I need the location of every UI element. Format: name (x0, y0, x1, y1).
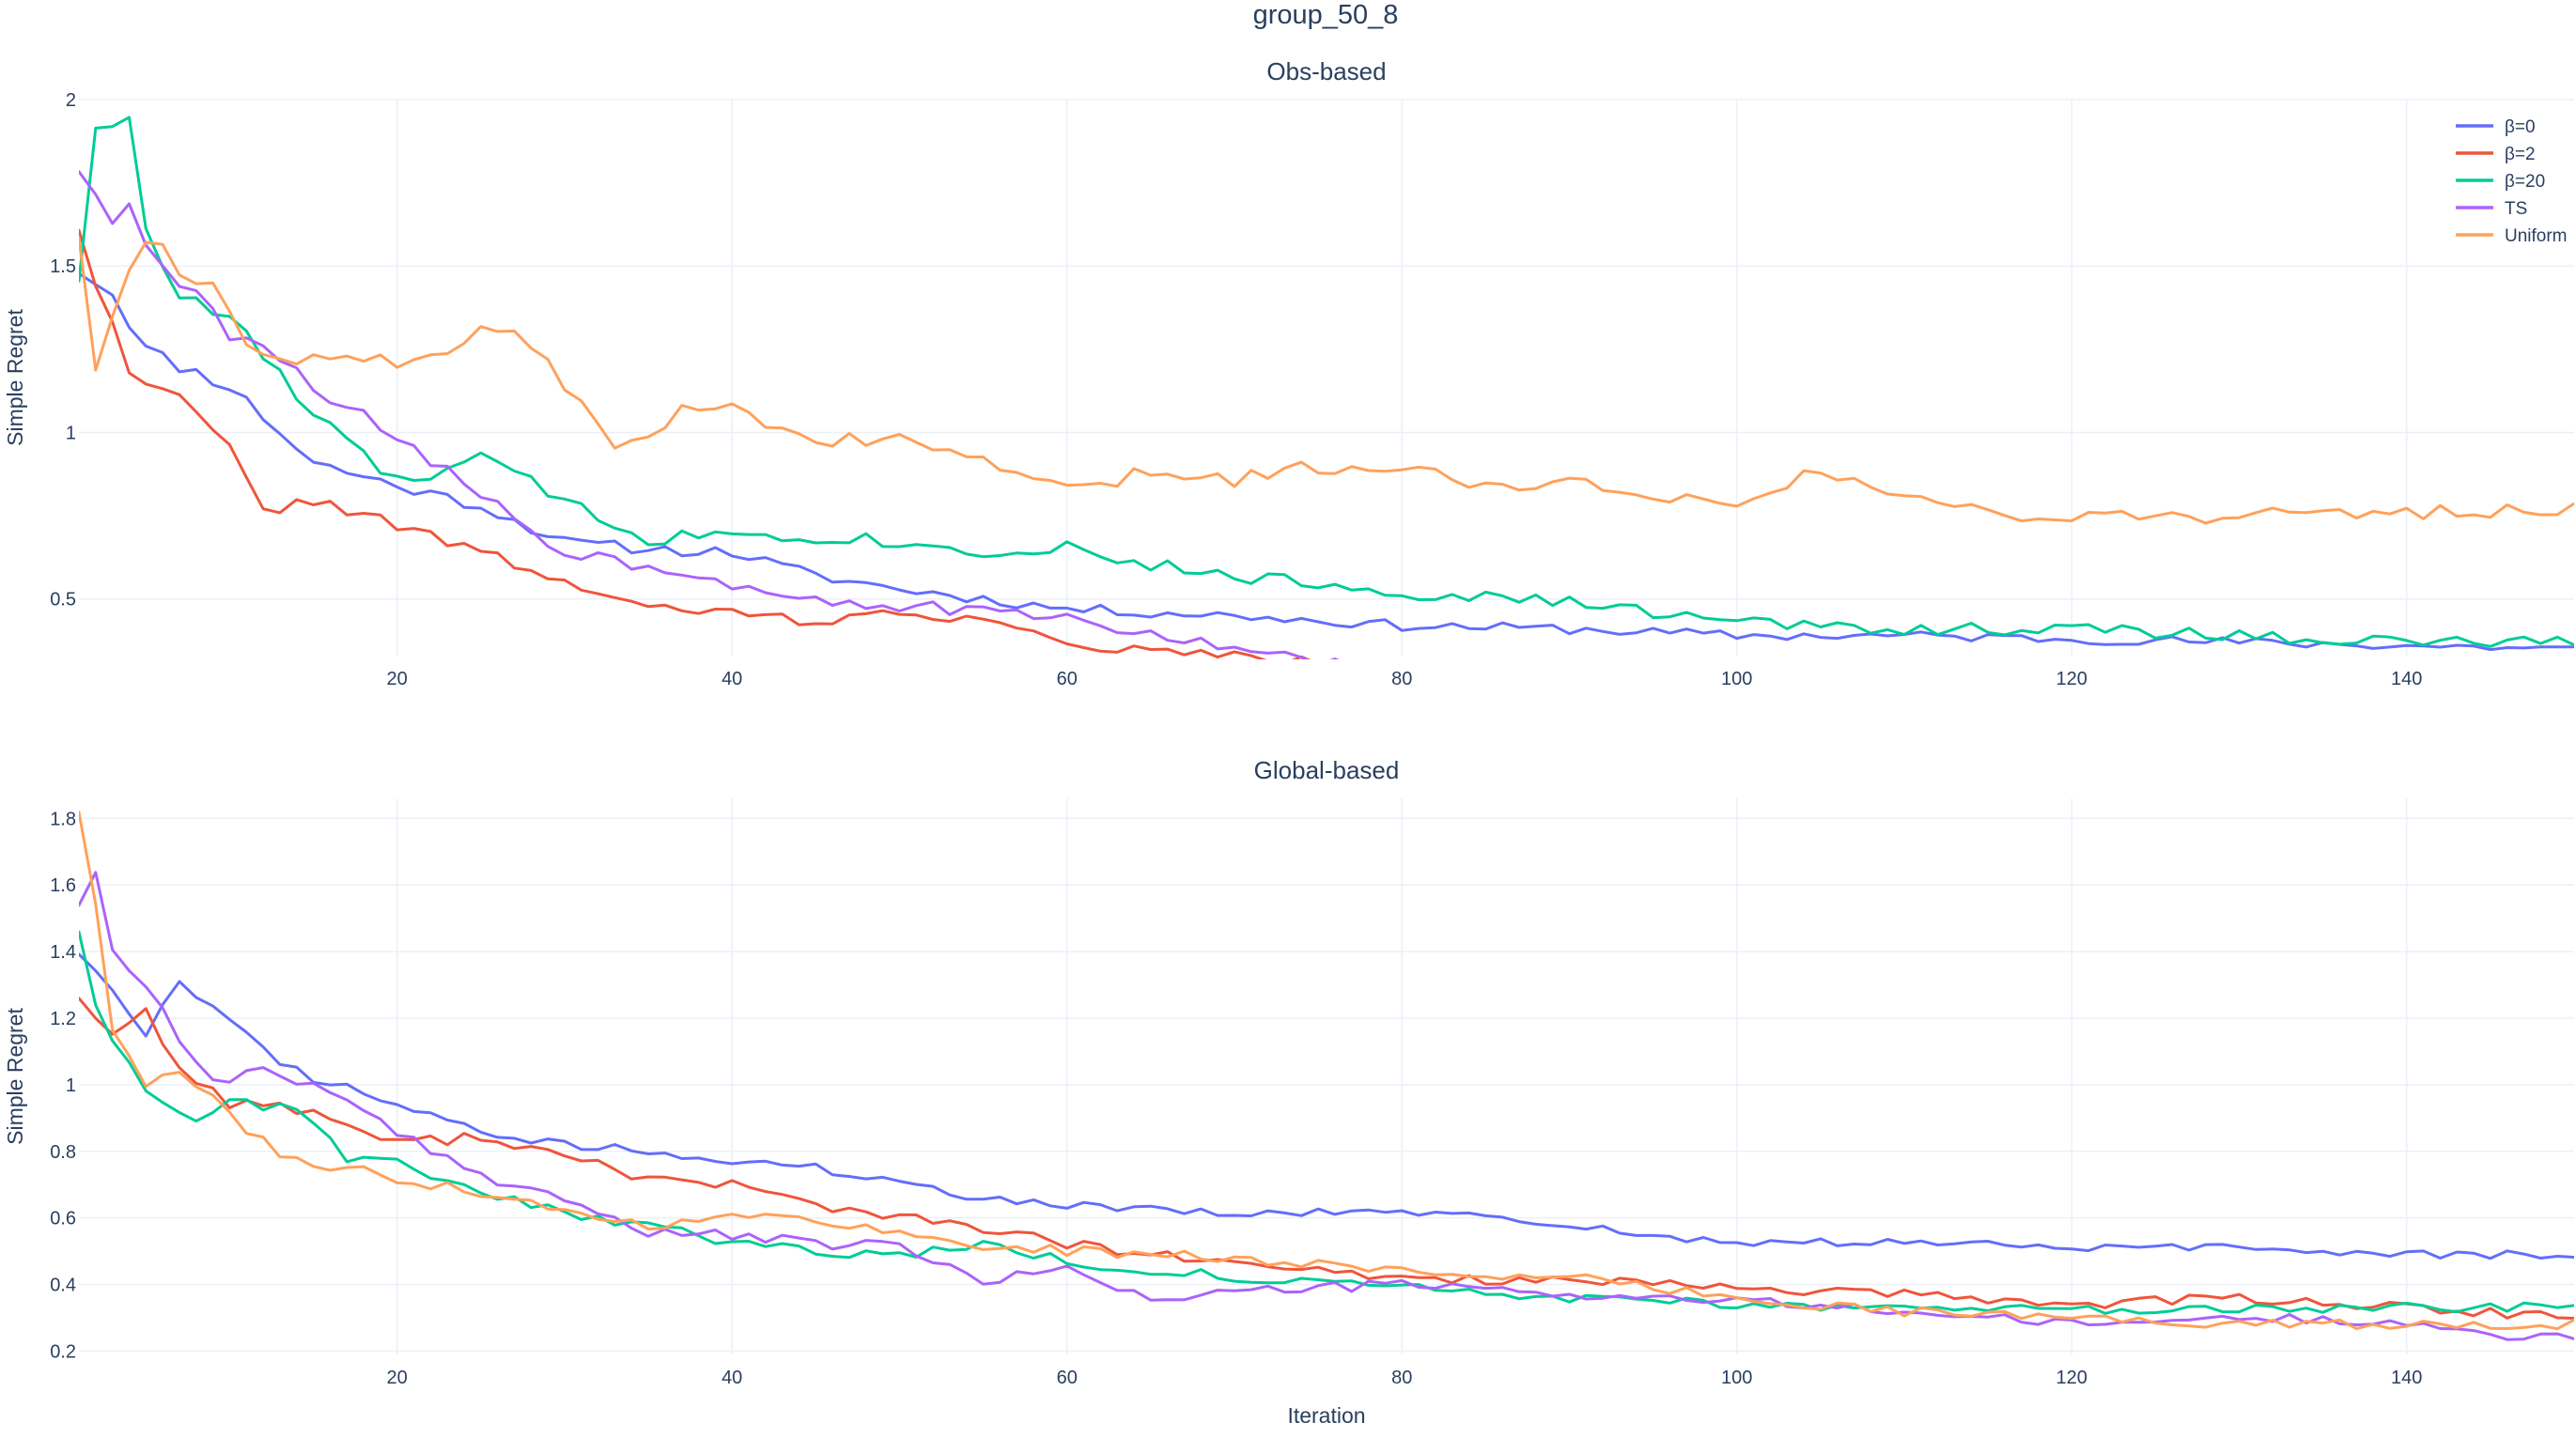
y-tick-label: 1.8 (50, 809, 76, 829)
x-tick-label: 140 (2391, 1368, 2422, 1388)
subplot-title: Global-based (1254, 756, 1400, 784)
series-line-β=2[interactable] (79, 997, 2574, 1320)
legend-item[interactable]: TS (2456, 199, 2527, 219)
x-tick-label: 140 (2391, 669, 2422, 689)
x-tick-label: 40 (722, 669, 742, 689)
x-tick-label: 60 (1057, 669, 1078, 689)
y-tick-label: 1 (66, 423, 76, 443)
grid (79, 99, 2574, 656)
legend-item[interactable]: β=0 (2456, 117, 2536, 137)
x-tick-label: 60 (1057, 1368, 1078, 1388)
figure-title: group_50_8 (1253, 0, 1399, 30)
series-line-TS[interactable] (79, 871, 2574, 1341)
y-tick-label: 0.8 (50, 1142, 76, 1163)
x-tick-label: 20 (387, 1368, 408, 1388)
y-tick-label: 1.5 (50, 256, 76, 277)
subplot-2: Global-based 20 40 60 80 100 120 140 0.2 0.4 0.6 0.… (3, 756, 2574, 1428)
y-tick-label: 1.4 (50, 942, 76, 963)
y-axis-label: Simple Regret (3, 1008, 27, 1145)
x-tick-label: 120 (2056, 669, 2087, 689)
x-tick-label: 40 (722, 1368, 742, 1388)
legend-label: β=20 (2505, 172, 2545, 192)
legend-label: Uniform (2505, 226, 2568, 246)
y-tick-label: 0.6 (50, 1209, 76, 1229)
y-tick-label: 1.2 (50, 1009, 76, 1029)
series-line-β=2[interactable] (79, 228, 2574, 712)
y-tick-label: 0.4 (50, 1276, 76, 1296)
series-line-β=0[interactable] (79, 271, 2574, 652)
legend-item[interactable]: Uniform (2456, 226, 2568, 246)
series-line-Uniform[interactable] (79, 811, 2574, 1331)
x-tick-label: 80 (1391, 1368, 1412, 1388)
series-lines (79, 811, 2574, 1341)
x-tick-label: 80 (1391, 669, 1412, 689)
x-tick-label: 20 (387, 669, 408, 689)
legend[interactable]: β=0 β=2 β=20 TS Uniform (2456, 117, 2568, 246)
subplot-1: Obs-based 20 40 60 80 100 120 140 0.5 1 1.5 2 Simple… (3, 57, 2574, 717)
legend-label: β=0 (2505, 117, 2536, 137)
series-line-β=0[interactable] (79, 952, 2574, 1260)
y-tick-label: 2 (66, 90, 76, 111)
x-tick-label: 120 (2056, 1368, 2087, 1388)
series-line-Uniform[interactable] (79, 236, 2574, 525)
legend-label: β=2 (2505, 145, 2536, 164)
y-tick-label: 1.6 (50, 875, 76, 896)
legend-item[interactable]: β=2 (2456, 145, 2536, 164)
y-axis-label: Simple Regret (3, 309, 27, 446)
x-tick-label: 100 (1721, 1368, 1752, 1388)
subplot-title: Obs-based (1266, 57, 1386, 85)
x-axis-label: Iteration (1287, 1403, 1365, 1428)
x-tick-label: 100 (1721, 669, 1752, 689)
series-line-β=20[interactable] (79, 116, 2574, 648)
series-line-TS[interactable] (79, 170, 2574, 717)
series-lines (79, 116, 2574, 717)
y-tick-label: 0.5 (50, 590, 76, 611)
y-tick-label: 1 (66, 1075, 76, 1096)
y-tick-label: 0.2 (50, 1341, 76, 1362)
legend-label: TS (2505, 199, 2527, 219)
legend-item[interactable]: β=20 (2456, 172, 2545, 192)
